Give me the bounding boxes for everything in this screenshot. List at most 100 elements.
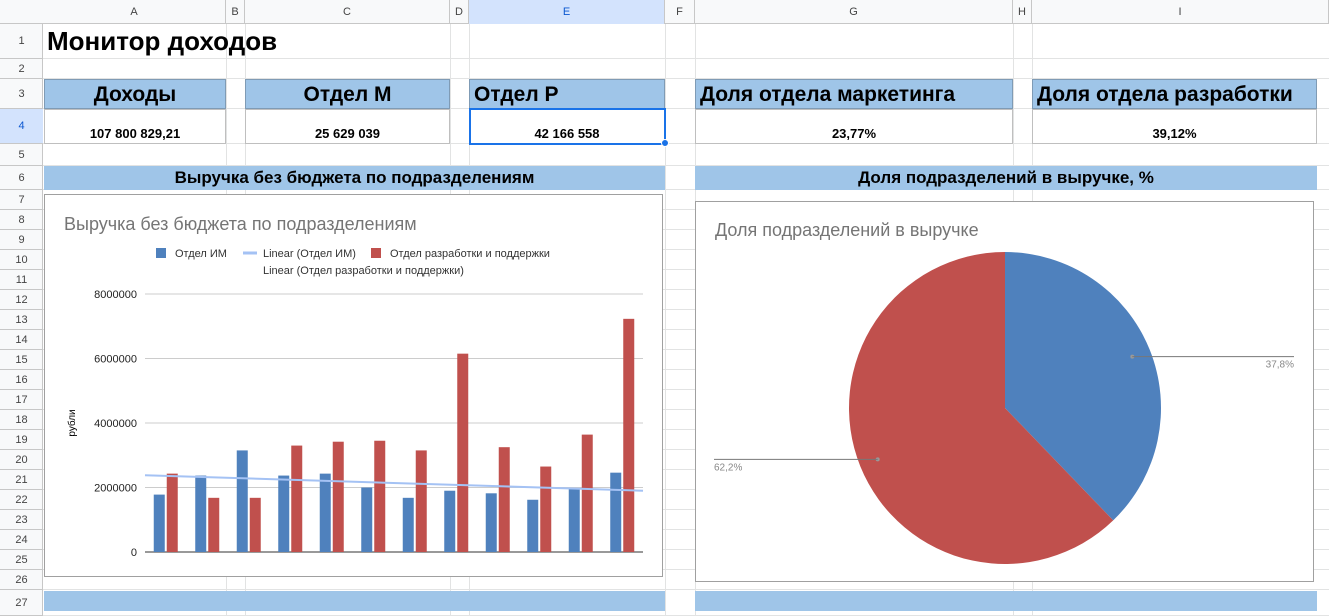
pie-chart-title: Доля подразделений в выручке: [715, 220, 979, 240]
row-header-7[interactable]: 7: [0, 190, 43, 210]
row-header-17[interactable]: 17: [0, 390, 43, 410]
bar-dev[interactable]: [623, 318, 635, 552]
row-header-9[interactable]: 9: [0, 230, 43, 250]
row-header-14[interactable]: 14: [0, 330, 43, 350]
column-header-d[interactable]: D: [450, 0, 469, 24]
grid-line-row: [43, 529, 1329, 530]
bottom-band-left[interactable]: [44, 591, 665, 611]
bar-dev[interactable]: [540, 466, 552, 552]
sheet-title[interactable]: Монитор доходов: [47, 26, 278, 56]
bar-im[interactable]: [361, 487, 373, 553]
row-header-21[interactable]: 21: [0, 470, 43, 490]
row-header-13[interactable]: 13: [0, 310, 43, 330]
row-header-18[interactable]: 18: [0, 410, 43, 430]
row-header-8[interactable]: 8: [0, 210, 43, 230]
column-header-f[interactable]: F: [665, 0, 695, 24]
grid-line-row: [43, 489, 1329, 490]
bar-chart[interactable]: Выручка без бюджета по подразделениям От…: [44, 194, 663, 577]
bar-im[interactable]: [568, 488, 580, 552]
y-tick-label: 8000000: [94, 289, 137, 301]
bar-dev[interactable]: [291, 445, 303, 552]
row-header-20[interactable]: 20: [0, 450, 43, 470]
column-header-h[interactable]: H: [1013, 0, 1032, 24]
bar-dev[interactable]: [415, 450, 427, 552]
bar-im[interactable]: [278, 475, 290, 552]
bar-dev[interactable]: [208, 497, 220, 552]
bar-im[interactable]: [610, 472, 622, 552]
kpi-label-dept-m[interactable]: Отдел М: [245, 79, 450, 109]
grid-line-row: [43, 78, 1329, 79]
bottom-band-right[interactable]: [695, 591, 1317, 611]
kpi-label-income[interactable]: Доходы: [44, 79, 226, 109]
bar-dev[interactable]: [581, 434, 593, 552]
row-header-19[interactable]: 19: [0, 430, 43, 450]
bar-dev[interactable]: [498, 447, 510, 552]
column-header-strip: A B C D E F G H I: [0, 0, 1329, 24]
column-header-e[interactable]: E: [469, 0, 665, 24]
kpi-label-marketing-share[interactable]: Доля отдела маркетинга: [695, 79, 1013, 109]
section-band-right[interactable]: Доля подразделений в выручке, %: [695, 166, 1317, 190]
grid-line-row: [43, 509, 1329, 510]
row-header-16[interactable]: 16: [0, 370, 43, 390]
kpi-label-dept-r[interactable]: Отдел Р: [469, 79, 665, 109]
pie-chart[interactable]: Доля подразделений в выручке 37,8% 62,2%: [695, 201, 1314, 582]
kpi-value-dept-m[interactable]: 25 629 039: [245, 109, 450, 144]
row-header-3[interactable]: 3: [0, 79, 43, 109]
bar-im[interactable]: [402, 497, 414, 552]
bar-im[interactable]: [153, 494, 165, 552]
row-header-5[interactable]: 5: [0, 144, 43, 166]
row-header-23[interactable]: 23: [0, 510, 43, 530]
y-tick-label: 6000000: [94, 354, 137, 366]
row-header-27[interactable]: 27: [0, 590, 43, 616]
grid-line-row: [43, 409, 1329, 410]
bar-dev[interactable]: [166, 473, 178, 552]
column-header-a[interactable]: A: [43, 0, 226, 24]
column-header-g[interactable]: G: [695, 0, 1013, 24]
kpi-value-dev-share[interactable]: 39,12%: [1032, 109, 1317, 144]
row-header-1[interactable]: 1: [0, 24, 43, 59]
row-header-10[interactable]: 10: [0, 250, 43, 270]
legend-swatch-im: [156, 248, 166, 258]
grid-line-row: [43, 108, 1329, 109]
pie-slice-blue[interactable]: [1005, 252, 1161, 521]
column-header-i[interactable]: I: [1032, 0, 1329, 24]
row-header-12[interactable]: 12: [0, 290, 43, 310]
row-header-26[interactable]: 26: [0, 570, 43, 590]
row-header-22[interactable]: 22: [0, 490, 43, 510]
row-header-25[interactable]: 25: [0, 550, 43, 570]
active-cell-selection: [469, 108, 666, 145]
bar-dev[interactable]: [457, 353, 469, 552]
bar-chart-canvas: Отдел ИМ Linear (Отдел ИМ) Отдел разрабо…: [66, 248, 644, 559]
kpi-label-dev-share[interactable]: Доля отдела разработки: [1032, 79, 1317, 109]
row-header-6[interactable]: 6: [0, 166, 43, 190]
bar-im[interactable]: [527, 499, 539, 552]
column-header-c[interactable]: C: [245, 0, 450, 24]
trendline-im: [144, 474, 644, 492]
bar-im[interactable]: [195, 475, 207, 552]
bar-im[interactable]: [319, 473, 331, 552]
bar-im[interactable]: [485, 493, 497, 552]
legend-label-trend-im: Linear (Отдел ИМ): [263, 248, 356, 260]
bar-dev[interactable]: [249, 497, 261, 552]
y-tick-label: 4000000: [94, 418, 137, 430]
bar-dev[interactable]: [374, 440, 386, 552]
row-header-2[interactable]: 2: [0, 59, 43, 79]
row-header-24[interactable]: 24: [0, 530, 43, 550]
bar-im[interactable]: [236, 450, 248, 552]
grid-line-row: [43, 329, 1329, 330]
fill-handle[interactable]: [661, 139, 669, 147]
legend-label-im: Отдел ИМ: [175, 248, 227, 260]
pie-slice-red[interactable]: [849, 252, 1114, 564]
grid-line-col: [665, 24, 666, 616]
kpi-value-income[interactable]: 107 800 829,21: [44, 109, 226, 144]
row-header-11[interactable]: 11: [0, 270, 43, 290]
kpi-value-marketing-share[interactable]: 23,77%: [695, 109, 1013, 144]
row-header-15[interactable]: 15: [0, 350, 43, 370]
row-header-4[interactable]: 4: [0, 109, 43, 144]
section-band-left[interactable]: Выручка без бюджета по подразделениям: [44, 166, 665, 190]
bar-dev[interactable]: [332, 441, 344, 552]
column-header-b[interactable]: B: [226, 0, 245, 24]
bar-im[interactable]: [444, 490, 456, 552]
legend-label-trend-dev: Linear (Отдел разработки и поддержки): [263, 265, 464, 277]
grid-line-row: [43, 449, 1329, 450]
